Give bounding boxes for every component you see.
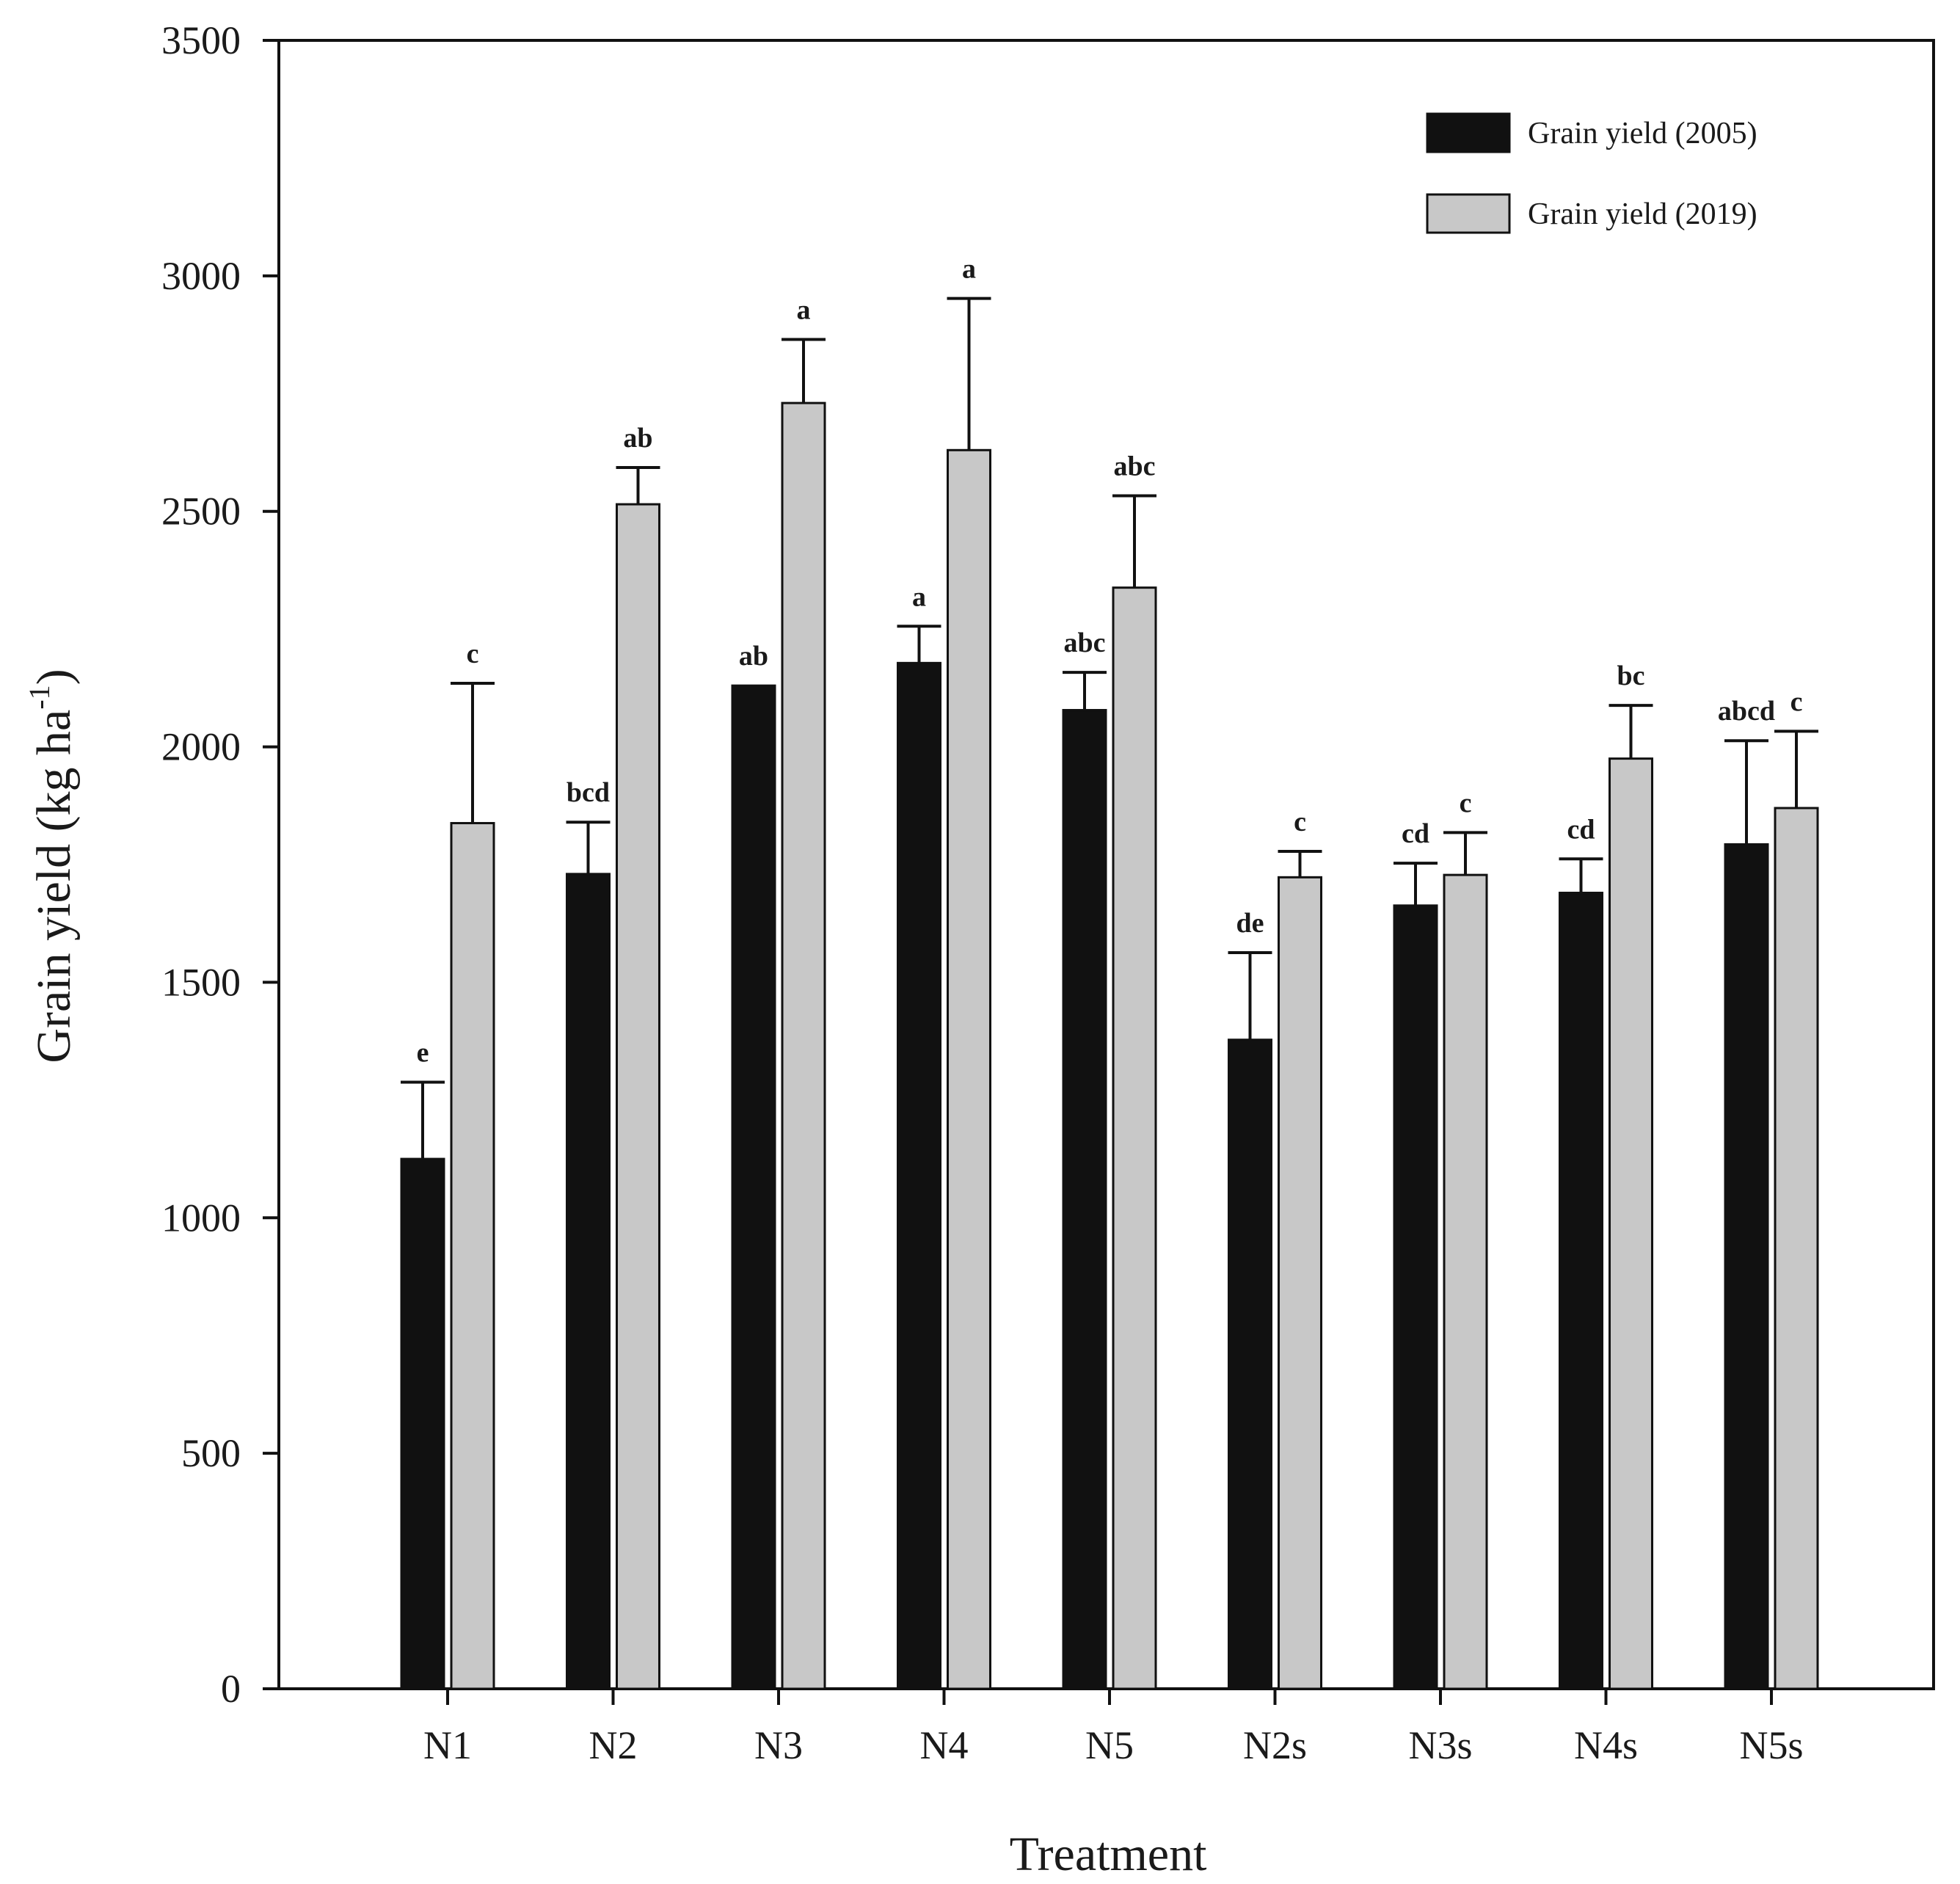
y-tick-label: 3000 (161, 254, 241, 298)
y-axis-title-sup: -1 (23, 685, 56, 709)
significance-letter: a (912, 581, 926, 612)
bar-2019-N1 (450, 822, 495, 1690)
bar-2019-N4 (947, 448, 991, 1690)
bar-2019-N5s (1774, 807, 1819, 1690)
significance-letter: cd (1567, 814, 1595, 845)
significance-letter: e (417, 1037, 429, 1068)
bar-2005-N2s (1228, 1039, 1272, 1690)
bar-2005-N3s (1393, 904, 1438, 1690)
significance-letter: c (1460, 788, 1472, 818)
x-tick-label: N3 (754, 1723, 803, 1767)
bar-2019-N3 (781, 401, 826, 1690)
bar-2005-N5s (1724, 843, 1769, 1690)
bar-2019-N5 (1112, 586, 1157, 1690)
significance-letter: cd (1402, 818, 1429, 849)
significance-letter: ab (739, 641, 768, 672)
bar-2005-N2 (566, 873, 611, 1690)
legend-swatch-2005 (1426, 112, 1511, 153)
x-axis-title: Treatment (1010, 1827, 1207, 1881)
significance-letter: a (962, 254, 976, 285)
bar-2005-N3 (731, 684, 776, 1690)
x-tick-label: N4s (1574, 1723, 1638, 1767)
x-tick-label: N5s (1739, 1723, 1803, 1767)
significance-letter: c (1294, 807, 1306, 837)
y-tick-label: 2500 (161, 490, 241, 534)
significance-letter: ab (623, 423, 652, 454)
x-axis: N1 N2 N3 N4 N5 N2s N3s N4s N5s (423, 1689, 1804, 1767)
legend-label-2005: Grain yield (2005) (1528, 117, 1757, 150)
y-axis-title-close: ) (27, 669, 81, 685)
x-tick-label: N1 (423, 1723, 472, 1767)
bar-2019-N2s (1278, 876, 1322, 1690)
y-axis-title: Grain yield (kg ha-1) (23, 669, 81, 1063)
bar-2019-N4s (1609, 757, 1653, 1690)
bar-2019-N3s (1443, 873, 1488, 1690)
y-tick-label: 0 (221, 1667, 241, 1711)
legend: Grain yield (2005) Grain yield (2019) (1426, 112, 1757, 234)
x-tick-label: N3s (1408, 1723, 1472, 1767)
bar-series (400, 401, 1819, 1690)
x-tick-label: N2 (589, 1723, 638, 1767)
y-tick-label: 1500 (161, 960, 241, 1004)
significance-letter: a (797, 294, 811, 325)
significance-letter: de (1236, 908, 1264, 939)
significance-letter: c (1790, 686, 1803, 717)
legend-swatch-2019 (1426, 193, 1511, 234)
y-axis-title-main: Grain yield (kg ha (27, 710, 81, 1063)
error-bars (401, 297, 1818, 1160)
significance-letter: abcd (1718, 696, 1775, 727)
x-tick-label: N2s (1243, 1723, 1307, 1767)
significance-letter: abc (1064, 628, 1106, 658)
y-tick-label: 3500 (161, 18, 241, 62)
x-tick-label: N5 (1085, 1723, 1134, 1767)
significance-letter: bc (1617, 661, 1645, 691)
bar-2005-N4 (897, 661, 941, 1690)
bar-2019-N2 (616, 503, 660, 1690)
bar-2005-N5 (1062, 709, 1107, 1690)
significance-letter: c (467, 639, 479, 669)
y-tick-label: 500 (181, 1431, 241, 1475)
bar-2005-N1 (400, 1157, 445, 1690)
y-tick-label: 1000 (161, 1196, 241, 1240)
significance-letter: bcd (566, 777, 610, 808)
legend-label-2019: Grain yield (2019) (1528, 197, 1757, 231)
y-tick-label: 2000 (161, 725, 241, 769)
bar-2005-N4s (1559, 892, 1603, 1690)
x-tick-label: N4 (920, 1723, 969, 1767)
y-axis: 0 500 1000 1500 2000 2500 3000 3500 (161, 18, 279, 1711)
significance-letter: abc (1114, 451, 1156, 482)
